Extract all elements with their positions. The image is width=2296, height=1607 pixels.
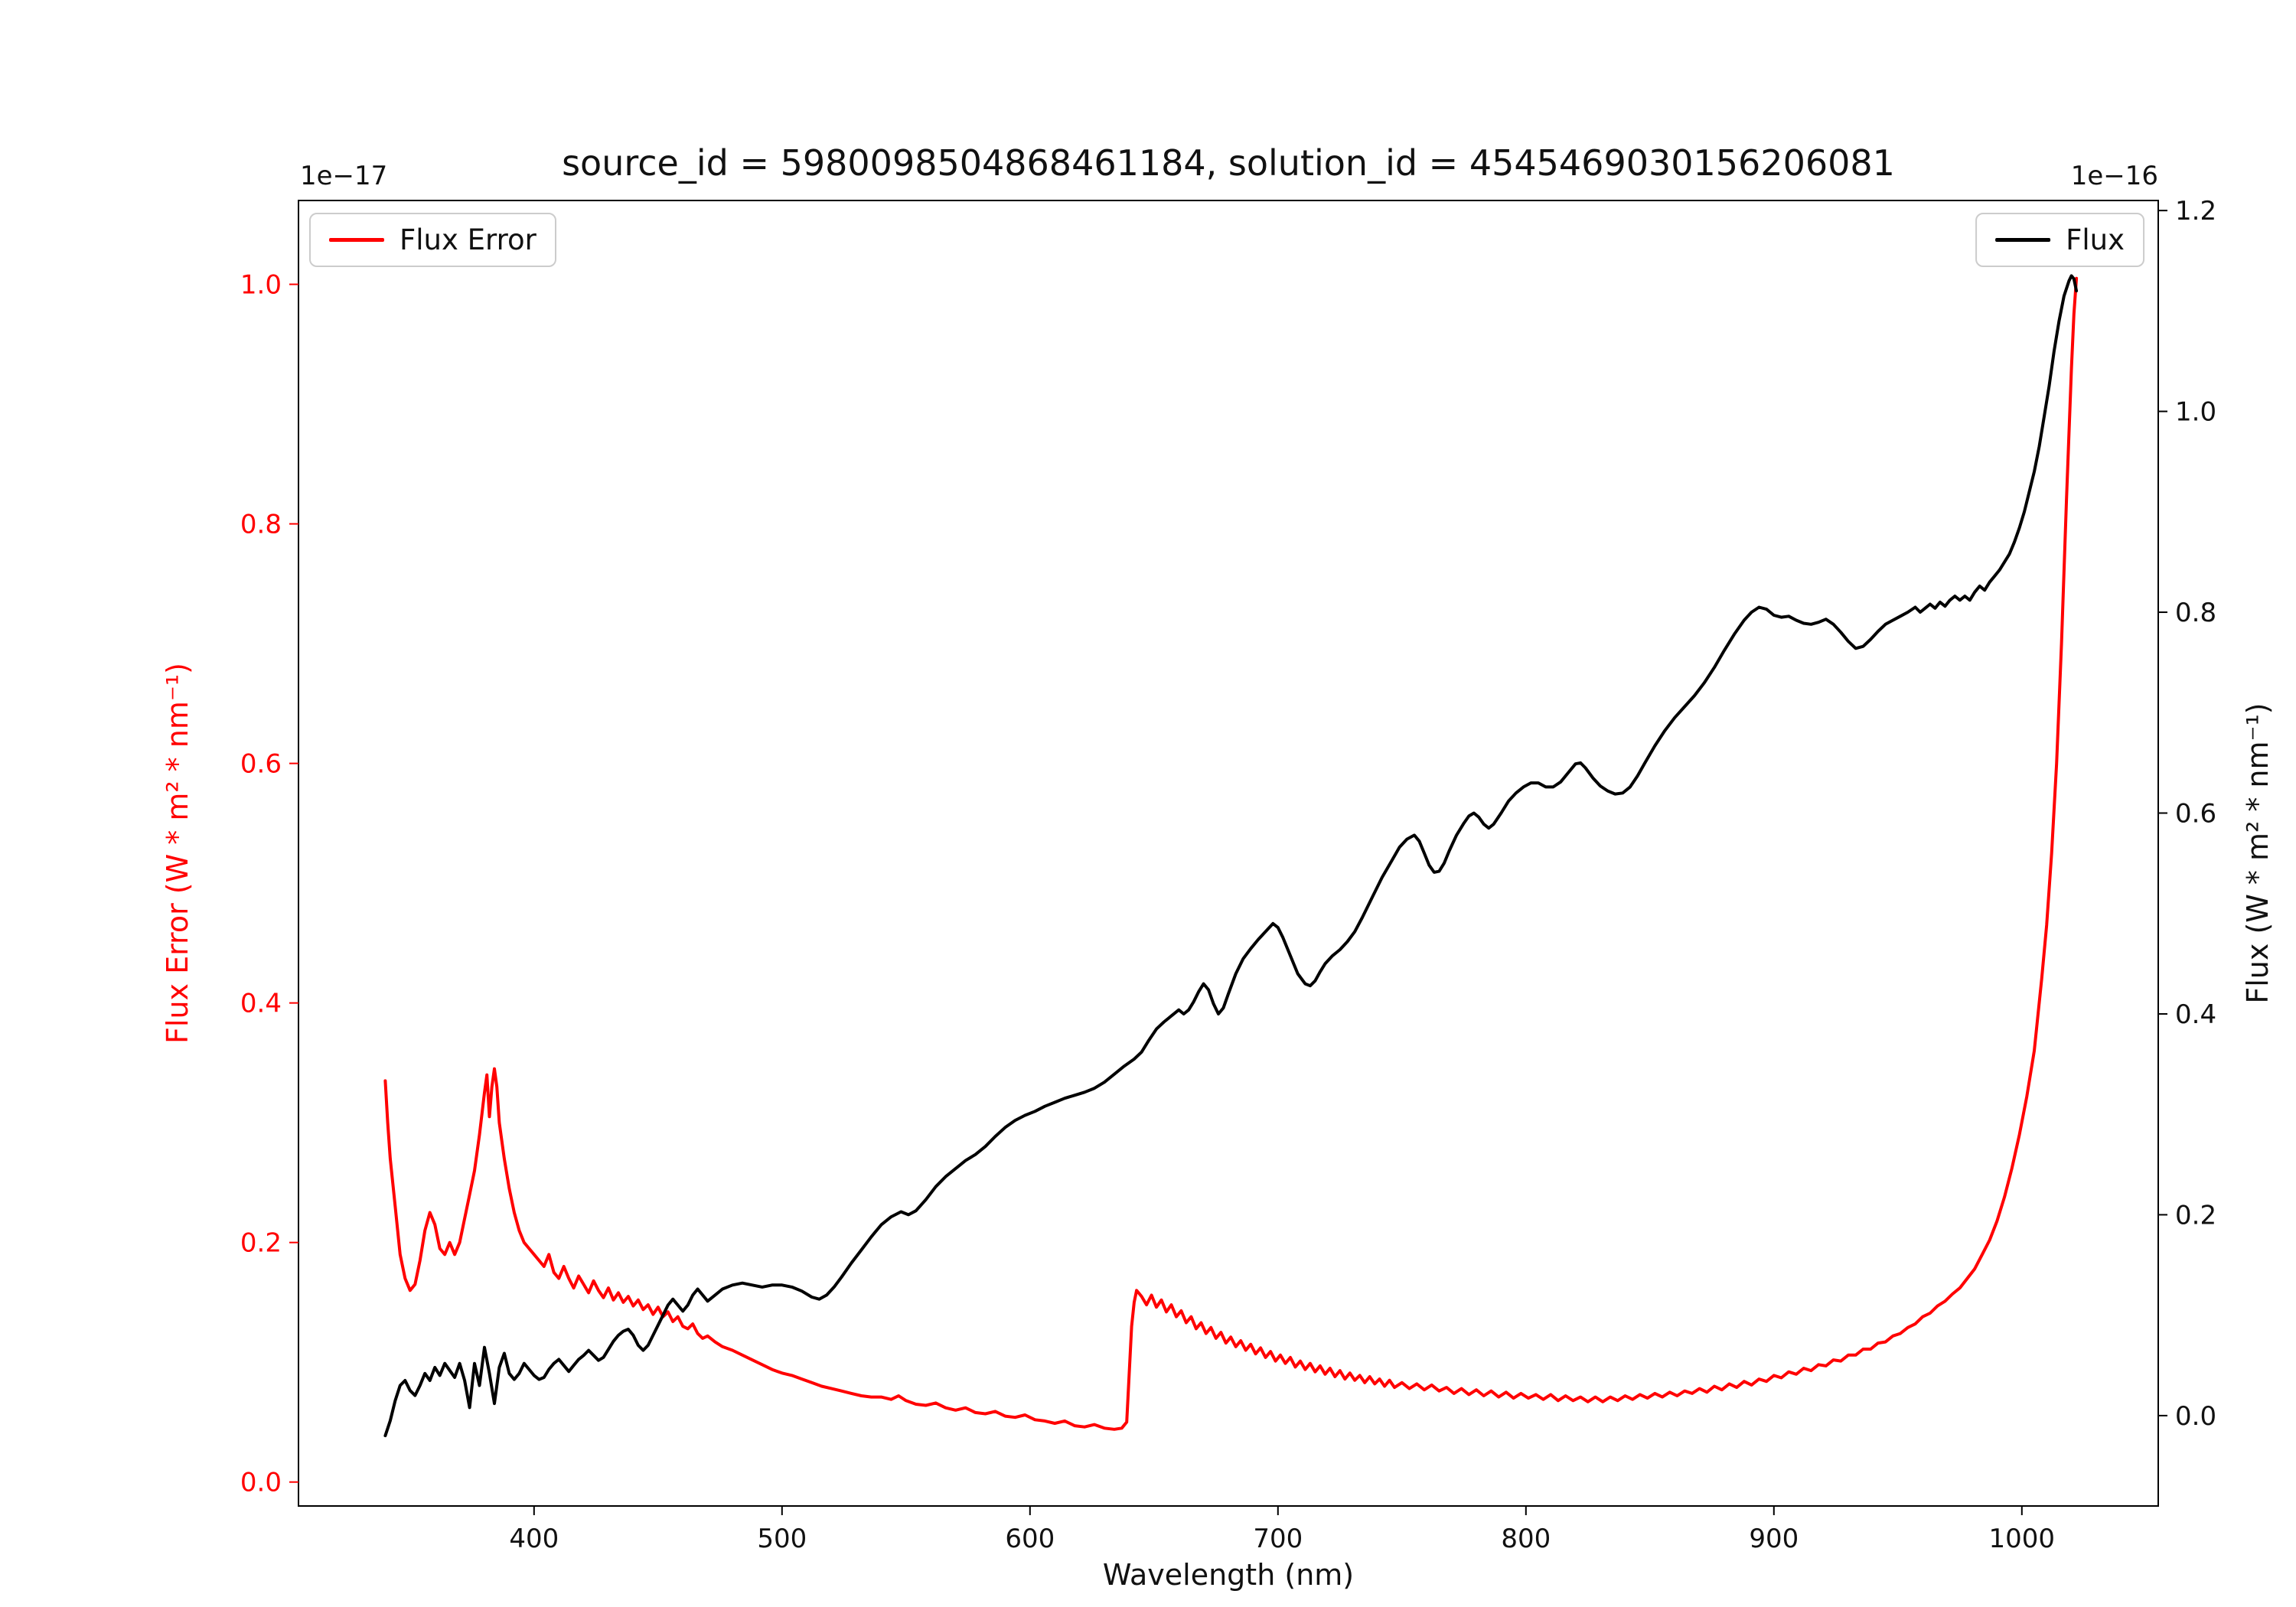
legend-flux: Flux <box>1975 213 2144 267</box>
flux-line-swatch <box>1995 238 2051 242</box>
right-y-tick-label: 0.4 <box>2175 999 2216 1030</box>
left-y-tick-label: 0.0 <box>240 1468 282 1498</box>
right-y-tick-label: 0.0 <box>2175 1401 2216 1432</box>
legend-flux-error-label: Flux Error <box>400 223 536 256</box>
left-y-tick-label: 1.0 <box>240 270 282 301</box>
right-axis-offset-text: 1e−16 <box>2070 161 2158 191</box>
right-y-axis-label: Flux (W * m² * nm⁻¹) <box>2241 702 2275 1004</box>
legend-flux-error: Flux Error <box>309 213 556 267</box>
x-tick-label: 600 <box>1005 1524 1055 1554</box>
left-y-tick-label: 0.6 <box>240 749 282 780</box>
legend-flux-label: Flux <box>2066 223 2125 256</box>
plot-frame <box>298 200 2159 1507</box>
x-axis-label: Wavelength (nm) <box>1102 1558 1355 1592</box>
left-axis-offset-text: 1e−17 <box>300 161 388 191</box>
x-tick-label: 900 <box>1749 1524 1799 1554</box>
right-y-tick-label: 1.2 <box>2175 196 2216 227</box>
right-y-tick-label: 0.6 <box>2175 799 2216 830</box>
right-y-tick-label: 1.0 <box>2175 397 2216 428</box>
x-tick-label: 700 <box>1253 1524 1303 1554</box>
series-line-flux-error <box>383 276 2079 1431</box>
series-line-flux <box>383 274 2079 1438</box>
chart-title: source_id = 5980098504868461184, solutio… <box>562 142 1895 184</box>
x-tick-label: 1000 <box>1989 1524 2056 1554</box>
left-y-tick-label: 0.8 <box>240 510 282 540</box>
right-y-tick-label: 0.8 <box>2175 598 2216 628</box>
right-y-tick-label: 0.2 <box>2175 1200 2216 1231</box>
x-tick-label: 500 <box>757 1524 807 1554</box>
flux-error-line-swatch <box>329 238 384 242</box>
x-tick-label: 400 <box>509 1524 559 1554</box>
left-y-tick-label: 0.4 <box>240 989 282 1019</box>
left-y-axis-label: Flux Error (W * m² * nm⁻¹) <box>161 663 194 1044</box>
x-tick-label: 800 <box>1501 1524 1551 1554</box>
left-y-tick-label: 0.2 <box>240 1228 282 1259</box>
